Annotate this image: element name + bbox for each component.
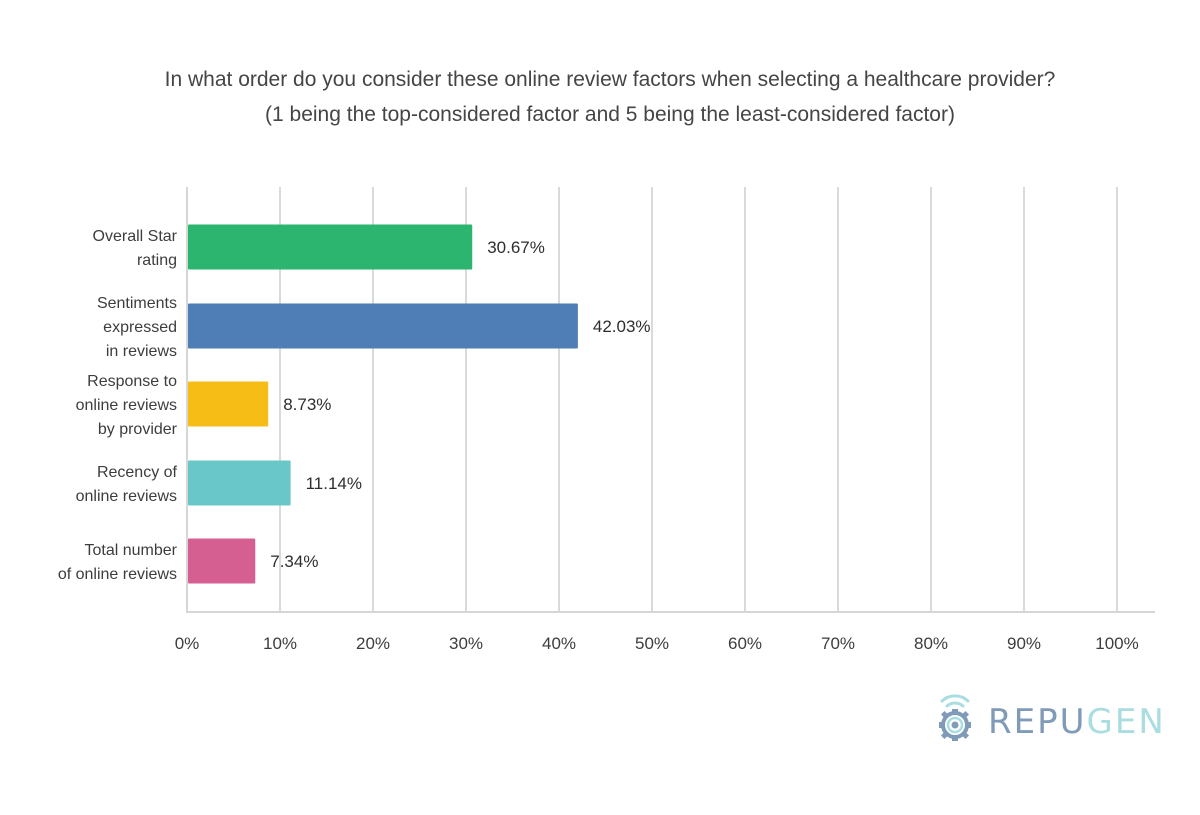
category-label: Recency of [97, 464, 178, 481]
category-label: rating [137, 252, 177, 269]
category-label: Overall Star [93, 228, 178, 245]
x-tick-label: 10% [263, 634, 297, 653]
axes [186, 187, 1155, 613]
data-label: 8.73% [283, 395, 331, 414]
x-tick-label: 90% [1007, 634, 1041, 653]
x-tick-label: 30% [449, 634, 483, 653]
category-label: online reviews [76, 397, 177, 414]
chart-title: In what order do you consider these onli… [0, 62, 1200, 132]
bar [188, 381, 269, 427]
category-label: online reviews [76, 488, 177, 505]
data-label: 7.34% [270, 552, 318, 571]
bar [188, 303, 578, 349]
x-tick-label: 70% [821, 634, 855, 653]
category-labels: Overall Star rating Sentiments expressed in … [58, 228, 178, 583]
category-label: by provider [98, 421, 178, 438]
bars [188, 224, 578, 584]
x-tick-label: 100% [1095, 634, 1138, 653]
chart-title-line-2: (1 being the top-considered factor and 5… [265, 103, 955, 126]
x-tick-label: 40% [542, 634, 576, 653]
bar [188, 224, 473, 270]
x-tick-label: 50% [635, 634, 669, 653]
bar [188, 460, 291, 506]
category-label: expressed [103, 319, 177, 336]
repugen-logo: REPUGEN [926, 694, 1166, 752]
category-label: in reviews [106, 343, 177, 360]
category-label: Response to [87, 373, 177, 390]
logo-text-part-1: REPU [988, 702, 1087, 742]
x-tick-label: 0% [175, 634, 200, 653]
x-tick-label: 20% [356, 634, 390, 653]
category-label: Total number [85, 542, 178, 559]
category-label: Sentiments [97, 295, 177, 312]
x-tick-labels: 0% 10% 20% 30% 40% 50% 60% 70% 80% 90% 100% [175, 634, 1139, 653]
x-tick-label: 80% [914, 634, 948, 653]
data-label: 42.03% [593, 317, 651, 336]
category-label: of online reviews [58, 566, 177, 583]
logo-text-part-2: GEN [1086, 702, 1166, 742]
repugen-logo-text: REPUGEN [988, 700, 1166, 744]
chart-title-line-1: In what order do you consider these onli… [164, 68, 1056, 91]
data-label: 30.67% [487, 238, 545, 257]
data-labels: 30.67% 42.03% 8.73% 11.14% 7.34% [270, 238, 650, 571]
repugen-signal-gear-icon [939, 694, 971, 741]
data-label: 11.14% [306, 474, 362, 493]
x-tick-label: 60% [728, 634, 762, 653]
bar [188, 538, 256, 584]
